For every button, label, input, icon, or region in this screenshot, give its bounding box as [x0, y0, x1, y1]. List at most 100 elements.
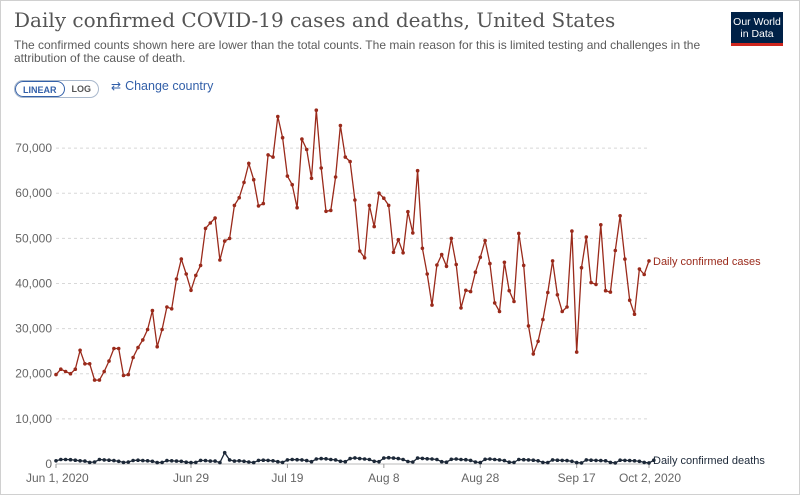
daily-confirmed-cases-point	[502, 260, 507, 265]
daily-confirmed-deaths-point	[73, 458, 78, 463]
daily-confirmed-deaths-point	[218, 460, 222, 465]
daily-confirmed-deaths-point	[444, 460, 449, 465]
daily-confirmed-cases-point	[613, 248, 618, 253]
chart-subtitle: The confirmed counts shown here are lowe…	[14, 38, 701, 65]
daily-confirmed-cases-point	[300, 137, 304, 141]
daily-confirmed-cases-point	[227, 236, 232, 241]
daily-confirmed-deaths-point	[189, 460, 193, 465]
daily-confirmed-cases-point	[555, 293, 560, 297]
daily-confirmed-deaths-point	[319, 456, 324, 461]
daily-confirmed-deaths-point	[521, 457, 526, 462]
daily-confirmed-deaths-point	[560, 458, 564, 463]
daily-confirmed-cases-point	[218, 258, 222, 262]
daily-confirmed-deaths-point	[483, 457, 487, 462]
daily-confirmed-deaths-point	[242, 459, 246, 464]
daily-confirmed-cases-point	[367, 203, 372, 208]
daily-confirmed-deaths-point	[290, 457, 295, 462]
daily-confirmed-cases-point	[247, 161, 251, 166]
daily-confirmed-cases-point	[107, 359, 111, 363]
daily-confirmed-cases-point	[121, 373, 126, 378]
daily-confirmed-deaths-point	[184, 460, 188, 465]
daily-confirmed-cases-point	[454, 262, 459, 267]
daily-confirmed-deaths-point	[594, 458, 598, 463]
y-tick-label: 50,000	[15, 231, 52, 245]
daily-confirmed-cases-point	[348, 159, 352, 164]
daily-confirmed-cases-point	[126, 372, 131, 377]
daily-confirmed-deaths-point	[362, 457, 367, 461]
daily-confirmed-cases-point	[54, 372, 58, 377]
daily-confirmed-cases-point	[382, 196, 386, 200]
daily-confirmed-deaths-point	[338, 459, 343, 464]
logo-line-1: Our World	[733, 16, 781, 28]
daily-confirmed-cases-point	[377, 191, 381, 195]
daily-confirmed-cases-label: Daily confirmed cases	[653, 256, 761, 268]
daily-confirmed-cases-point	[550, 259, 555, 263]
daily-confirmed-deaths-point	[179, 459, 184, 464]
daily-confirmed-cases-point	[324, 209, 328, 214]
x-tick-label: Jun 1, 2020	[26, 471, 89, 485]
daily-confirmed-cases-point	[521, 263, 526, 268]
daily-confirmed-deaths-label: Daily confirmed deaths	[653, 455, 765, 467]
x-tick-label: Sep 17	[558, 471, 596, 485]
daily-confirmed-cases-point	[439, 252, 444, 257]
y-tick-label: 70,000	[15, 141, 52, 155]
owid-logo[interactable]: Our World in Data	[731, 12, 783, 46]
change-country-button[interactable]: ⇄ Change country	[111, 79, 213, 93]
daily-confirmed-deaths-point	[382, 456, 386, 460]
daily-confirmed-cases-point	[637, 267, 642, 271]
scale-toggle: LINEAR LOG	[14, 80, 99, 98]
daily-confirmed-deaths-point	[256, 458, 261, 463]
daily-confirmed-cases-point	[449, 236, 454, 241]
daily-confirmed-cases-point	[174, 277, 179, 281]
daily-confirmed-cases-point	[198, 263, 203, 268]
daily-confirmed-deaths-point	[112, 458, 116, 463]
daily-confirmed-cases-point	[618, 214, 622, 218]
daily-confirmed-deaths-point	[261, 458, 266, 463]
daily-confirmed-cases-point	[73, 367, 78, 372]
change-country-label: Change country	[125, 79, 214, 93]
daily-confirmed-cases-point	[488, 261, 492, 266]
daily-confirmed-deaths-point	[222, 450, 227, 455]
series-layer: Daily confirmed cases Daily confirmed dea…	[54, 108, 765, 467]
daily-confirmed-deaths-point	[449, 457, 454, 462]
daily-confirmed-cases-point	[112, 346, 116, 351]
daily-confirmed-cases-point	[362, 255, 367, 260]
daily-confirmed-cases-point	[372, 224, 377, 229]
daily-confirmed-cases-point	[517, 231, 521, 236]
daily-confirmed-cases-point	[603, 288, 608, 293]
daily-confirmed-deaths-point	[536, 459, 540, 463]
daily-confirmed-deaths-point	[136, 458, 140, 463]
daily-confirmed-cases-point	[401, 251, 405, 255]
daily-confirmed-cases-point	[59, 367, 63, 372]
daily-confirmed-deaths-point	[603, 459, 608, 463]
daily-confirmed-cases-point	[570, 229, 574, 233]
daily-confirmed-deaths-point	[507, 460, 512, 465]
daily-confirmed-deaths-point	[488, 457, 492, 461]
daily-confirmed-cases-point	[169, 307, 174, 311]
daily-confirmed-deaths-point	[401, 457, 405, 462]
daily-confirmed-cases-point	[203, 226, 208, 231]
daily-confirmed-cases-point	[435, 263, 439, 267]
daily-confirmed-deaths-point	[454, 457, 459, 461]
daily-confirmed-cases-point	[232, 203, 237, 208]
daily-confirmed-cases-point	[319, 166, 324, 170]
daily-confirmed-cases-point	[623, 257, 627, 261]
linear-scale-button[interactable]: LINEAR	[15, 81, 65, 97]
daily-confirmed-cases-point	[411, 231, 415, 235]
daily-confirmed-deaths-point	[459, 457, 463, 462]
daily-confirmed-cases-point	[584, 235, 589, 239]
daily-confirmed-deaths-point	[300, 458, 304, 462]
daily-confirmed-deaths-point	[126, 460, 131, 464]
daily-confirmed-cases-point	[285, 174, 290, 178]
daily-confirmed-deaths-point	[97, 457, 102, 462]
daily-confirmed-deaths-point	[652, 458, 656, 463]
daily-confirmed-deaths-point	[570, 459, 574, 464]
log-scale-button[interactable]: LOG	[71, 84, 92, 94]
daily-confirmed-cases-point	[333, 175, 338, 179]
daily-confirmed-deaths-point	[194, 460, 198, 465]
daily-confirmed-deaths-point	[131, 458, 135, 463]
daily-confirmed-cases-point	[459, 306, 463, 310]
daily-confirmed-cases-point	[357, 249, 362, 253]
